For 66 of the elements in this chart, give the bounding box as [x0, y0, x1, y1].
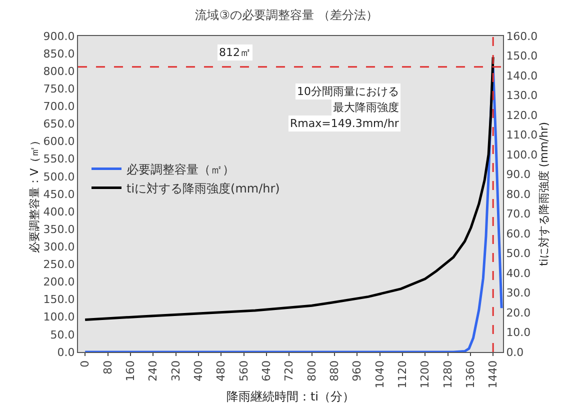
- x-tick-label: 640: [260, 360, 273, 382]
- x-tick-label: 80: [101, 360, 114, 374]
- line-series: [84, 56, 494, 322]
- legend-label: tiに対する降雨強度(mm/hr): [126, 181, 280, 196]
- x-tick-label: 1440: [486, 360, 500, 388]
- y-tick-label: 100.0: [43, 310, 75, 324]
- annotation: Rmax=149.3mm/hr: [290, 117, 400, 130]
- y-tick-label: 150.0: [43, 293, 75, 306]
- y-tick-label: 500.0: [43, 170, 75, 184]
- y-tick-label: 450.0: [43, 188, 75, 201]
- y-tick-label: 200.0: [43, 276, 75, 289]
- y2-axis-title: tiに対する降雨強度 (mm/hr): [538, 122, 551, 266]
- y-tick-label: 400.0: [43, 205, 75, 218]
- y-tick-label: 300.0: [43, 240, 75, 254]
- y2-tick-label: 70.0: [506, 208, 531, 221]
- y-axis-title: 必要調整容量：V（㎡）: [28, 135, 41, 253]
- y-tick-label: 700.0: [43, 100, 75, 114]
- y2-tick-label: 160.0: [506, 30, 538, 43]
- x-tick-label: 160: [124, 360, 137, 382]
- y2-tick-label: 30.0: [506, 286, 531, 300]
- ref-line-label: 812㎡: [219, 46, 251, 59]
- x-axis-title: 降雨継続時間：ti（分）: [226, 389, 355, 404]
- y2-tick-label: 130.0: [506, 89, 538, 102]
- x-tick-label: 800: [305, 360, 318, 382]
- y-tick-label: 350.0: [43, 222, 75, 236]
- x-tick-label: 1280: [441, 360, 454, 388]
- y-tick-label: 250.0: [43, 258, 75, 272]
- y2-tick-label: 140.0: [506, 69, 538, 82]
- y2-tick-label: 40.0: [506, 266, 531, 280]
- x-tick-label: 480: [214, 360, 228, 382]
- y2-tick-label: 0.0: [506, 346, 524, 359]
- y2-tick-label: 20.0: [506, 306, 531, 320]
- x-tick-label: 560: [237, 360, 250, 382]
- y-tick-label: 650.0: [43, 118, 75, 131]
- y2-tick-label: 120.0: [506, 108, 538, 122]
- x-tick-label: 1120: [396, 360, 409, 388]
- x-tick-label: 400: [192, 360, 205, 382]
- annotation: 10分間雨量における: [297, 85, 399, 98]
- y-tick-label: 50.0: [50, 328, 75, 342]
- y2-tick-label: 60.0: [506, 227, 531, 240]
- y-tick-label: 900.0: [43, 30, 75, 43]
- y2-tick-label: 50.0: [506, 247, 531, 260]
- annotation: 最大降雨強度: [333, 101, 399, 114]
- x-tick-label: 880: [328, 360, 341, 382]
- legend-label: 必要調整容量（㎡）: [126, 162, 234, 176]
- x-tick-label: 0: [78, 360, 92, 368]
- x-tick-label: 240: [146, 360, 160, 382]
- y-tick-label: 550.0: [43, 152, 75, 166]
- y-tick-label: 600.0: [43, 135, 75, 148]
- y2-tick-label: 80.0: [506, 188, 531, 201]
- x-tick-label: 320: [169, 360, 182, 382]
- y-tick-label: 750.0: [43, 82, 75, 96]
- x-tick-label: 1040: [373, 360, 386, 388]
- y2-tick-label: 90.0: [506, 168, 531, 182]
- y-tick-label: 0.0: [57, 346, 75, 359]
- x-tick-label: 720: [282, 360, 296, 382]
- y2-tick-label: 10.0: [506, 326, 531, 340]
- y2-tick-label: 100.0: [506, 148, 538, 162]
- y-tick-label: 800.0: [43, 64, 75, 78]
- x-tick-label: 1360: [464, 360, 477, 388]
- chart-title: 流域③の必要調整容量 （差分法）: [195, 8, 378, 22]
- y2-tick-label: 110.0: [506, 128, 538, 142]
- x-tick-label: 960: [350, 360, 364, 382]
- x-tick-label: 1200: [418, 360, 432, 388]
- y-tick-label: 850.0: [43, 47, 75, 60]
- y2-tick-label: 150.0: [506, 50, 538, 63]
